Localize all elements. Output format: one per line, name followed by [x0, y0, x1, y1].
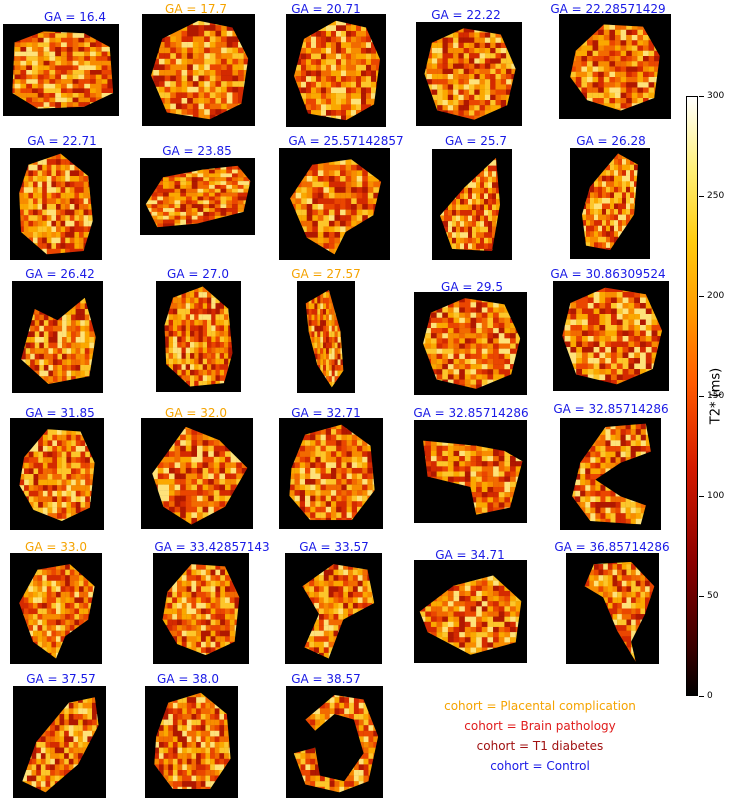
colorbar-tick-label: 0: [707, 691, 713, 701]
panel-label: GA = 16.4: [44, 10, 106, 24]
panel-label: GA = 38.57: [291, 672, 361, 686]
panel-label: GA = 27.57: [291, 267, 361, 281]
colorbar-tick: [699, 396, 704, 397]
colorbar-title: T2* (ms): [708, 367, 724, 425]
placenta-t2star-map: [10, 418, 104, 530]
placenta-t2star-map: [12, 281, 103, 393]
panel-label: GA = 38.0: [157, 672, 219, 686]
panel-label: GA = 34.71: [435, 548, 505, 562]
colorbar-tick: [699, 496, 704, 497]
placenta-t2star-map: [141, 418, 253, 529]
colorbar-tick: [699, 296, 704, 297]
placenta-t2star-map: [3, 24, 119, 116]
colorbar-tick-label: 50: [707, 591, 719, 601]
placenta-t2star-map: [416, 22, 522, 126]
placenta-t2star-map: [414, 292, 527, 395]
placenta-t2star-map: [297, 281, 355, 393]
panel-label: GA = 22.71: [27, 134, 97, 148]
panel-label: GA = 32.71: [291, 406, 361, 420]
placenta-t2star-map: [140, 158, 255, 235]
legend-entry: cohort = T1 diabetes: [476, 739, 604, 753]
placenta-t2star-map: [286, 686, 383, 798]
panel-label: GA = 20.71: [291, 2, 361, 16]
colorbar-tick-label: 100: [707, 491, 725, 501]
placenta-t2star-map: [432, 149, 512, 260]
placenta-t2star-map: [285, 553, 382, 664]
panel-label: GA = 29.5: [441, 280, 503, 294]
placenta-t2star-map: [145, 686, 238, 798]
placenta-t2star-map: [153, 553, 249, 664]
colorbar-tick: [699, 596, 704, 597]
placenta-t2star-map: [279, 148, 390, 260]
colorbar: [686, 96, 698, 696]
placenta-t2star-map: [559, 14, 671, 119]
panel-label: GA = 27.0: [167, 267, 229, 281]
panel-label: GA = 31.85: [25, 406, 95, 420]
panel-label: GA = 25.7: [445, 134, 507, 148]
colorbar-tick: [699, 196, 704, 197]
panel-label: GA = 33.57: [299, 540, 369, 554]
placenta-t2star-map: [414, 560, 527, 663]
panel-label: GA = 32.0: [165, 406, 227, 420]
placenta-t2star-map: [414, 420, 527, 523]
placenta-t2star-map: [13, 686, 106, 798]
placenta-t2star-map: [560, 418, 661, 530]
placenta-t2star-map: [553, 281, 669, 391]
placenta-t2star-map: [10, 148, 102, 260]
placenta-t2star-map: [570, 148, 650, 259]
panel-label: GA = 32.85714286: [553, 402, 669, 416]
panel-label: GA = 26.42: [25, 267, 95, 281]
panel-label: GA = 33.42857143: [154, 540, 270, 554]
placenta-t2star-map: [10, 553, 102, 664]
colorbar-tick-label: 150: [707, 391, 725, 401]
placenta-t2star-map: [286, 14, 386, 127]
placenta-t2star-map: [566, 553, 659, 664]
colorbar-tick-label: 300: [707, 91, 725, 101]
panel-label: GA = 23.85: [162, 144, 232, 158]
legend-entry: cohort = Brain pathology: [464, 719, 616, 733]
legend-entry: cohort = Control: [490, 759, 590, 773]
placenta-t2star-map: [279, 418, 383, 529]
panel-label: GA = 32.85714286: [413, 406, 529, 420]
panel-label: GA = 33.0: [25, 540, 87, 554]
panel-label: GA = 37.57: [26, 672, 96, 686]
panel-label: GA = 25.57142857: [288, 134, 404, 148]
colorbar-tick: [699, 696, 704, 697]
panel-label: GA = 26.28: [576, 134, 646, 148]
panel-label: GA = 30.86309524: [550, 267, 666, 281]
panel-label: GA = 36.85714286: [554, 540, 670, 554]
colorbar-tick: [699, 96, 704, 97]
placenta-t2star-map: [156, 281, 241, 392]
colorbar-tick-label: 250: [707, 191, 725, 201]
placenta-t2star-map: [142, 14, 255, 126]
colorbar-tick-label: 200: [707, 291, 725, 301]
panel-label: GA = 22.22: [431, 8, 501, 22]
legend-entry: cohort = Placental complication: [444, 699, 636, 713]
panel-label: GA = 22.28571429: [550, 2, 666, 16]
panel-label: GA = 17.7: [165, 2, 227, 16]
